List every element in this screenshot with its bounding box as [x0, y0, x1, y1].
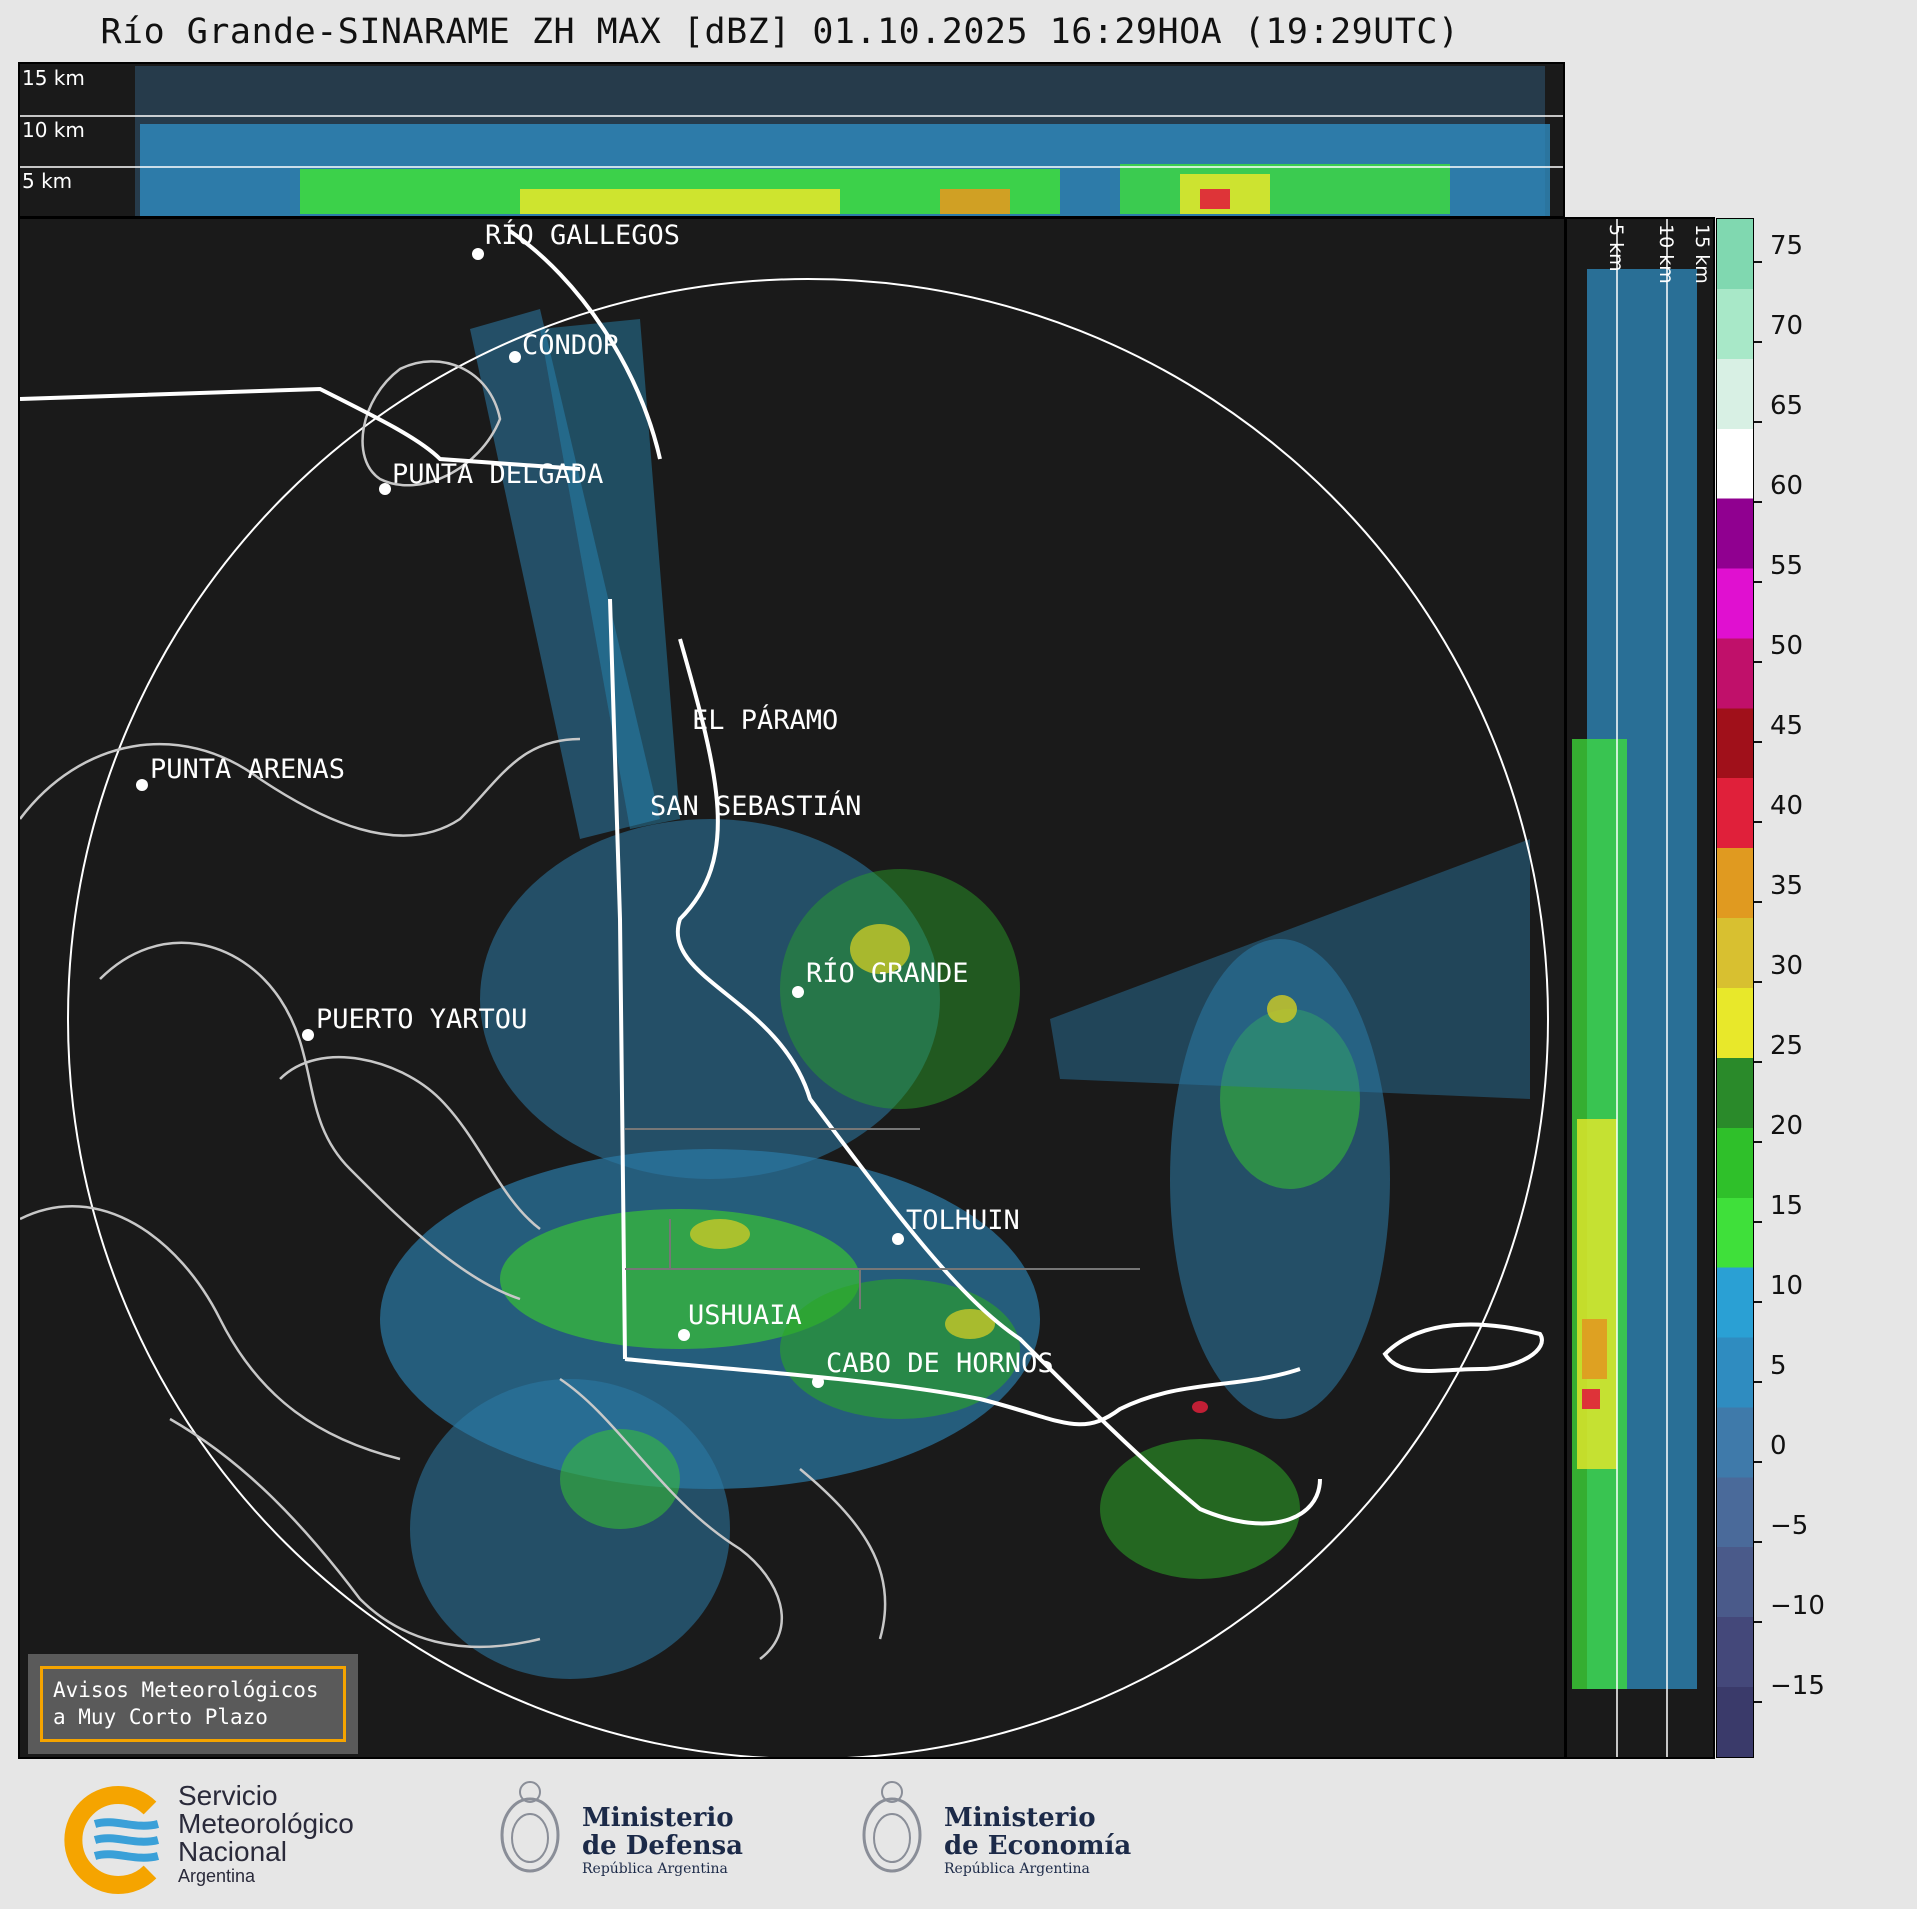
- side-height-label-5km: 5 km: [1605, 224, 1627, 272]
- borders: [20, 229, 1322, 1526]
- defensa-logo-text: Ministerio de Defensa República Argentin…: [582, 1804, 743, 1878]
- place-label-puerto-yartou: PUERTO YARTOU: [316, 1004, 527, 1035]
- place-label-cabo-de-hornos: CABO DE HORNOS: [826, 1348, 1054, 1379]
- colorbar: [1716, 218, 1754, 1758]
- colorbar-tick: 25: [1754, 1031, 1803, 1076]
- colorbar-tick: −5: [1754, 1511, 1808, 1556]
- place-label-punta-arenas: PUNTA ARENAS: [150, 754, 345, 785]
- place-markers: [136, 248, 904, 1388]
- smn-logo-icon: [64, 1786, 160, 1894]
- side-height-label-15km: 15 km: [1691, 224, 1713, 284]
- colorbar-tick: 35: [1754, 871, 1803, 916]
- place-label-san-sebastian: SAN SEBASTIÁN: [650, 790, 861, 822]
- radar-echoes: [380, 309, 1530, 1679]
- place-label-rio-gallegos: RÍO GALLEGOS: [485, 219, 680, 251]
- aviso-panel: Avisos Meteorológicos a Muy Corto Plazo: [28, 1654, 358, 1754]
- colorbar-tick: 70: [1754, 311, 1803, 356]
- height-label-5km: 5 km: [22, 169, 73, 193]
- defensa-seal-icon: [500, 1781, 560, 1873]
- smn-line-1: Servicio: [178, 1780, 278, 1811]
- island-outline: [1382, 1322, 1544, 1373]
- colorbar-tick: −10: [1754, 1591, 1825, 1636]
- colorbar-tick: 40: [1754, 791, 1803, 836]
- defensa-line-2: de Defensa: [582, 1831, 743, 1861]
- colorbar-tick: 45: [1754, 711, 1803, 756]
- place-label-punta-delgada: PUNTA DELGADA: [392, 459, 603, 490]
- colorbar-tick: 30: [1754, 951, 1803, 996]
- smn-line-4: Argentina: [178, 1866, 256, 1886]
- top-cross-section: 15 km 10 km 5 km: [18, 62, 1565, 218]
- radar-map[interactable]: RÍO GALLEGOS CÓNDOR PUNTA DELGADA EL PÁR…: [18, 217, 1566, 1759]
- smn-line-2: Meteorológico: [178, 1808, 354, 1839]
- colorbar-tick: 15: [1754, 1191, 1803, 1236]
- colorbar-tick: 0: [1754, 1431, 1787, 1476]
- place-labels: RÍO GALLEGOS CÓNDOR PUNTA DELGADA EL PÁR…: [150, 219, 1054, 1379]
- radar-map-canvas: RÍO GALLEGOS CÓNDOR PUNTA DELGADA EL PÁR…: [20, 219, 1549, 1757]
- economia-seal-icon: [862, 1781, 922, 1873]
- colorbar-tick: 75: [1754, 231, 1803, 276]
- top-cross-section-echoes: [20, 66, 1563, 216]
- economia-logo-text: Ministerio de Economía República Argenti…: [944, 1804, 1131, 1878]
- aviso-box: Avisos Meteorológicos a Muy Corto Plazo: [40, 1666, 346, 1742]
- colorbar-tick: 50: [1754, 631, 1803, 676]
- place-label-el-paramo: EL PÁRAMO: [692, 704, 838, 736]
- aviso-line-2: a Muy Corto Plazo: [53, 1705, 268, 1729]
- coastlines: [20, 360, 887, 1660]
- smn-logo-text: Servicio Meteorológico Nacional Argentin…: [178, 1780, 354, 1887]
- footer-logos: [64, 1781, 922, 1894]
- side-cross-section-echoes: [1572, 219, 1697, 1757]
- aviso-line-1: Avisos Meteorológicos: [53, 1678, 319, 1702]
- colorbar-tick: 20: [1754, 1111, 1803, 1156]
- defensa-line-3: República Argentina: [582, 1861, 728, 1877]
- place-label-condor: CÓNDOR: [522, 329, 620, 361]
- page-title: Río Grande-SINARAME ZH MAX [dBZ] 01.10.2…: [100, 12, 1460, 52]
- smn-line-3: Nacional: [178, 1836, 287, 1867]
- place-label-rio-grande: RÍO GRANDE: [806, 957, 969, 989]
- footer: Servicio Meteorológico Nacional Argentin…: [0, 1760, 1917, 1909]
- defensa-line-1: Ministerio: [582, 1803, 734, 1833]
- side-cross-section: 5 km 10 km 15 km: [1565, 217, 1715, 1759]
- place-label-tolhuin: TOLHUIN: [906, 1205, 1020, 1236]
- economia-line-2: de Economía: [944, 1831, 1132, 1861]
- range-ring: [67, 278, 1549, 1757]
- colorbar-tick: 60: [1754, 471, 1803, 516]
- grey-boundaries: [625, 1128, 1140, 1309]
- colorbar-tick: 10: [1754, 1271, 1803, 1316]
- colorbar-tick: 5: [1754, 1351, 1787, 1396]
- place-label-ushuaia: USHUAIA: [688, 1300, 802, 1331]
- side-height-label-10km: 10 km: [1655, 224, 1677, 284]
- colorbar-tick: 65: [1754, 391, 1803, 436]
- colorbar-tick: −15: [1754, 1671, 1825, 1716]
- height-label-10km: 10 km: [22, 118, 85, 142]
- economia-line-1: Ministerio: [944, 1803, 1096, 1833]
- colorbar-tick: 55: [1754, 551, 1803, 596]
- economia-line-3: República Argentina: [944, 1861, 1090, 1877]
- height-label-15km: 15 km: [22, 66, 85, 90]
